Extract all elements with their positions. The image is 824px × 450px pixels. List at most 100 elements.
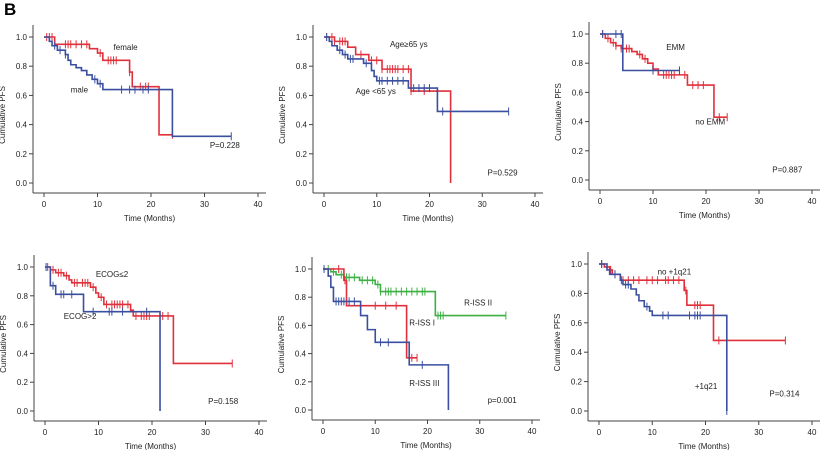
- survival-curve--1q21: [599, 263, 728, 411]
- km-panel-1: 0.0 0.2 0.4 0.6 0.8 1.0 0 10 20 30 40 Time (Months)…: [0, 25, 266, 223]
- x-tick-label: 10: [93, 200, 102, 209]
- x-tick-label: 40: [254, 200, 263, 209]
- x-tick-label: 10: [371, 427, 380, 436]
- x-tick-label: 40: [528, 427, 537, 436]
- y-tick-label: 0.8: [295, 293, 307, 302]
- x-tick-label: 10: [372, 200, 381, 209]
- series-label: +1q21: [695, 382, 718, 391]
- y-tick-label: 1.0: [17, 263, 29, 272]
- x-tick-label: 10: [94, 428, 103, 437]
- p-value-annotation: P=0.158: [208, 397, 239, 406]
- p-value-annotation: P=0.228: [210, 141, 241, 150]
- survival-curve-r-iss-ii: [323, 268, 506, 317]
- x-axis-label: Time (Months): [679, 211, 731, 220]
- series-label: no EMM: [695, 118, 725, 127]
- x-tick-label: 30: [755, 197, 764, 206]
- y-tick-label: 0.4: [16, 121, 28, 130]
- y-tick-label: 0.8: [572, 59, 584, 68]
- x-tick-label: 10: [649, 197, 658, 206]
- y-tick-label: 1.0: [571, 260, 583, 269]
- x-axis-label: Time (Months): [402, 214, 454, 223]
- survival-curve-ecog-2: [45, 266, 161, 411]
- y-axis-label: Cumulative PFS: [554, 83, 563, 141]
- y-axis-label: Cumulative PFS: [553, 314, 562, 372]
- y-tick-label: 0.2: [296, 150, 308, 159]
- y-tick-label: 0.0: [295, 406, 307, 415]
- x-tick-label: 0: [322, 200, 327, 209]
- x-tick-label: 20: [701, 428, 710, 437]
- x-tick-label: 40: [531, 200, 540, 209]
- survival-curve-age-65-ys: [324, 36, 452, 183]
- x-tick-label: 20: [423, 427, 432, 436]
- series-label: R-ISS I: [409, 318, 435, 327]
- y-tick-label: 0.4: [296, 121, 308, 130]
- y-tick-label: 0.0: [571, 407, 583, 416]
- x-tick-label: 0: [321, 427, 326, 436]
- y-tick-label: 0.4: [295, 350, 307, 359]
- p-value-annotation: P=0.529: [488, 169, 519, 178]
- series-label: no +1q21: [658, 267, 692, 276]
- survival-curve-age-65-ys: [324, 36, 509, 113]
- y-tick-label: 0.6: [571, 319, 583, 328]
- survival-curve-no-1q21: [599, 263, 786, 342]
- y-tick-label: 1.0: [572, 30, 584, 39]
- series-label: ECOG>2: [64, 312, 97, 321]
- y-axis-label: Cumulative PFS: [277, 316, 286, 374]
- y-axis-label: Cumulative PFS: [278, 86, 287, 144]
- km-panel-6: 0.0 0.2 0.4 0.6 0.8 1.0 0 10 20 30 40 Time (Months)…: [553, 252, 820, 450]
- x-tick-label: 40: [808, 428, 817, 437]
- figure-panel-letter: B: [4, 0, 17, 19]
- km-panel-3: 0.0 0.2 0.4 0.6 0.8 1.0 0 10 20 30 40 Time (Months)…: [554, 22, 820, 220]
- survival-curve-r-iss-iii: [323, 268, 450, 410]
- y-tick-label: 0.2: [295, 378, 307, 387]
- y-tick-label: 0.6: [16, 91, 28, 100]
- y-tick-label: 1.0: [296, 33, 308, 42]
- y-tick-label: 0.6: [295, 321, 307, 330]
- y-tick-label: 0.2: [16, 150, 28, 159]
- km-panel-2: 0.0 0.2 0.4 0.6 0.8 1.0 0 10 20 30 40 Time (Months)…: [278, 25, 543, 223]
- series-label: male: [71, 85, 89, 94]
- series-label: EMM: [666, 43, 685, 52]
- x-tick-label: 20: [702, 197, 711, 206]
- series-label: ECOG≤2: [96, 270, 129, 279]
- x-axis-label: Time (Months): [400, 441, 452, 450]
- x-tick-label: 40: [808, 197, 817, 206]
- y-tick-label: 0.6: [17, 321, 29, 330]
- x-tick-label: 20: [147, 200, 156, 209]
- x-tick-label: 30: [200, 200, 209, 209]
- y-tick-label: 0.6: [296, 91, 308, 100]
- km-panel-5: 0.0 0.2 0.4 0.6 0.8 1.0 0 10 20 30 40 Time (Months)…: [277, 257, 540, 450]
- x-tick-label: 30: [478, 200, 487, 209]
- x-tick-label: 0: [43, 428, 48, 437]
- p-value-annotation: p=0.001: [488, 396, 518, 405]
- survival-curve-emm: [600, 33, 680, 72]
- x-tick-label: 30: [475, 427, 484, 436]
- series-label: R-ISS II: [464, 299, 492, 308]
- y-tick-label: 0.8: [17, 292, 29, 301]
- y-tick-label: 0.8: [571, 289, 583, 298]
- y-axis-label: Cumulative PFS: [0, 315, 8, 373]
- y-axis-label: Cumulative PFS: [0, 86, 7, 144]
- x-axis-label: Time (Months): [124, 214, 176, 223]
- x-tick-label: 30: [201, 428, 210, 437]
- x-tick-label: 10: [648, 428, 657, 437]
- y-tick-label: 0.2: [571, 378, 583, 387]
- y-tick-label: 0.6: [572, 88, 584, 97]
- series-label: Age≥65 ys: [390, 40, 428, 49]
- x-tick-label: 30: [754, 428, 763, 437]
- p-value-annotation: P=0.314: [769, 389, 800, 398]
- y-tick-label: 0.0: [16, 179, 28, 188]
- y-tick-label: 0.2: [17, 378, 29, 387]
- x-tick-label: 0: [597, 428, 602, 437]
- y-tick-label: 1.0: [16, 33, 28, 42]
- y-tick-label: 0.8: [296, 62, 308, 71]
- y-tick-label: 0.8: [16, 62, 28, 71]
- y-tick-label: 0.0: [296, 179, 308, 188]
- y-tick-label: 0.4: [17, 349, 29, 358]
- survival-curve-female: [44, 36, 173, 136]
- y-tick-label: 0.0: [17, 407, 29, 416]
- x-axis-label: Time (Months): [678, 442, 730, 450]
- x-axis-label: Time (Months): [125, 442, 177, 450]
